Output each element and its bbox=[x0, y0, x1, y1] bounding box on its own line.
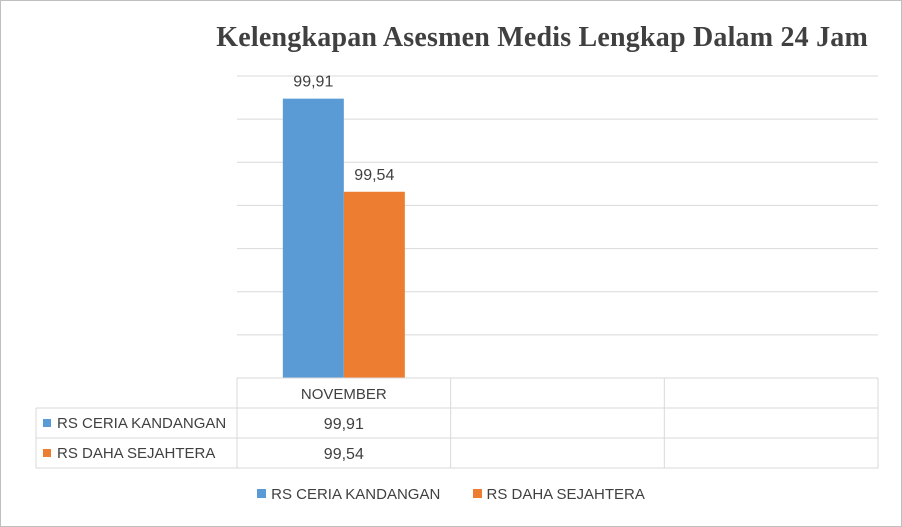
category-label: NOVEMBER bbox=[301, 386, 387, 403]
chart-title: Kelengkapan Asesmen Medis Lengkap Dalam … bbox=[216, 22, 868, 53]
table-legend-swatch-rs-ceria bbox=[43, 419, 51, 427]
table-series-label-rs-ceria: RS CERIA KANDANGAN bbox=[57, 415, 226, 432]
legend-swatch-rs-ceria bbox=[257, 489, 267, 498]
bar-rs-ceria bbox=[282, 98, 344, 379]
data-label-rs-ceria: 99,91 bbox=[293, 74, 333, 91]
legend-item-rs-ceria: RS CERIA KANDANGAN bbox=[257, 486, 440, 503]
legend-label-rs-ceria: RS CERIA KANDANGAN bbox=[271, 486, 441, 503]
bar-rs-daha bbox=[343, 191, 405, 378]
chart-legend: RS CERIA KANDANGAN RS DAHA SEJAHTERA bbox=[0, 486, 902, 503]
table-value-rs-daha: 99,54 bbox=[324, 446, 364, 463]
legend-label-rs-daha: RS DAHA SEJAHTERA bbox=[486, 486, 645, 503]
data-label-rs-daha: 99,54 bbox=[354, 167, 394, 184]
table-legend-swatch-rs-daha bbox=[43, 449, 51, 457]
legend-item-rs-daha: RS DAHA SEJAHTERA bbox=[472, 486, 645, 503]
legend-swatch-rs-daha bbox=[472, 489, 482, 498]
table-series-label-rs-daha: RS DAHA SEJAHTERA bbox=[57, 445, 215, 462]
table-value-rs-ceria: 99,91 bbox=[324, 416, 364, 433]
